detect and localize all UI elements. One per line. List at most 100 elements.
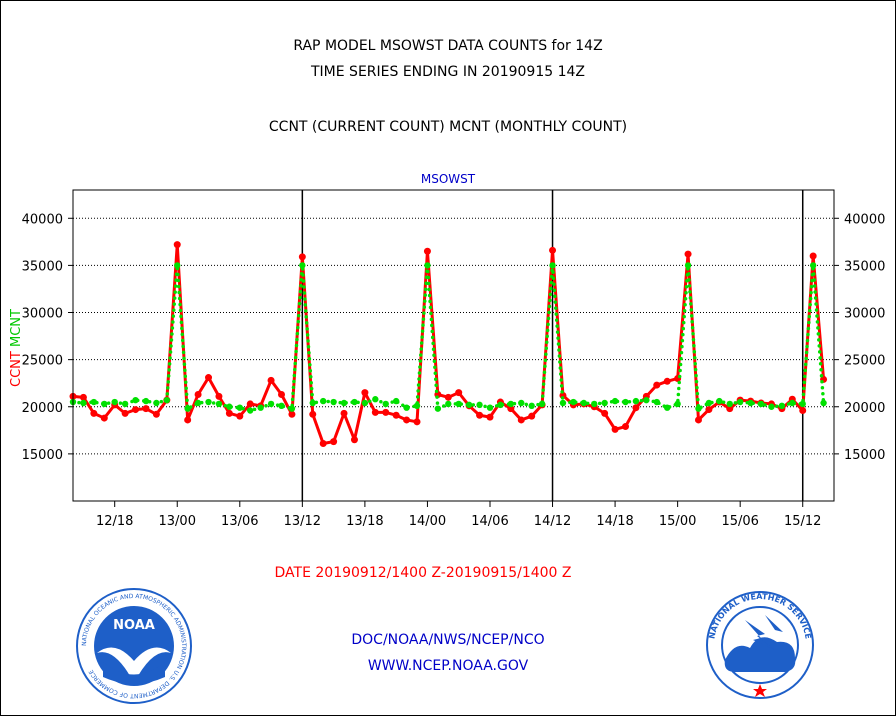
data-point-mcnt (601, 399, 608, 407)
data-point-mcnt (518, 399, 525, 407)
x-tick-label: 13/00 (159, 514, 196, 529)
data-point-mcnt (142, 397, 150, 405)
data-point-ccnt (340, 409, 348, 417)
data-point-mcnt (382, 400, 389, 408)
data-point-mcnt (236, 404, 243, 411)
plot-label: MSOWST (420, 172, 476, 186)
series-line-ccnt (71, 243, 826, 446)
data-point-ccnt (79, 393, 87, 401)
y-tick-label-left: 25000 (22, 354, 63, 369)
data-point-mcnt (768, 403, 775, 410)
data-point-mcnt (716, 397, 723, 405)
data-point-mcnt (267, 400, 275, 408)
data-point-ccnt (184, 416, 192, 424)
data-point-ccnt (694, 416, 702, 424)
data-point-ccnt (726, 405, 734, 413)
data-point-mcnt (184, 405, 191, 412)
data-point-mcnt (215, 400, 223, 408)
series-layer (69, 241, 828, 448)
data-point-mcnt (392, 397, 400, 405)
data-point-ccnt (486, 413, 494, 421)
data-point-ccnt (632, 404, 640, 412)
data-point-mcnt (653, 398, 660, 406)
data-point-ccnt (371, 408, 379, 416)
data-point-ccnt (423, 247, 431, 255)
y-tick-label-left: 20000 (22, 401, 63, 416)
data-point-mcnt (632, 397, 640, 405)
data-point-mcnt (111, 398, 118, 406)
data-point-ccnt (684, 250, 692, 258)
data-point-ccnt (288, 410, 296, 418)
y-axis-label-mcnt: MCNT (9, 309, 24, 347)
x-tick-label: 13/06 (221, 514, 258, 529)
x-tick-label: 14/06 (471, 514, 508, 529)
data-point-ccnt (100, 414, 108, 422)
data-point-mcnt (247, 407, 254, 414)
data-point-ccnt (455, 389, 463, 397)
data-point-mcnt (538, 400, 546, 408)
data-point-mcnt (163, 396, 171, 404)
data-point-mcnt (403, 404, 410, 411)
y-tick-label-right: 20000 (844, 401, 885, 416)
plot-border (72, 189, 835, 502)
data-point-mcnt (591, 400, 598, 408)
data-point-mcnt (455, 400, 462, 408)
x-tick-label: 15/06 (721, 514, 758, 529)
data-point-mcnt (736, 398, 744, 406)
data-point-ccnt (507, 405, 515, 413)
data-point-ccnt (476, 411, 484, 419)
data-point-ccnt (90, 409, 98, 417)
data-point-mcnt (351, 398, 358, 406)
data-point-ccnt (517, 416, 525, 424)
data-point-ccnt (132, 406, 140, 414)
data-point-mcnt (153, 399, 160, 407)
data-point-ccnt (215, 392, 223, 400)
data-point-mcnt (330, 398, 337, 406)
data-point-ccnt (121, 409, 129, 417)
data-point-mcnt (611, 397, 619, 405)
data-point-ccnt (350, 436, 358, 444)
data-point-mcnt (726, 400, 733, 408)
data-point-mcnt (174, 262, 181, 269)
data-point-mcnt (319, 397, 327, 405)
data-point-mcnt (424, 262, 431, 269)
chart-title-line1: RAP MODEL MSOWST DATA COUNTS for 14Z (293, 38, 603, 54)
data-point-ccnt (246, 400, 254, 408)
y-tick-label-left: 40000 (22, 212, 63, 227)
data-point-mcnt (90, 398, 98, 406)
data-point-mcnt (121, 400, 129, 408)
noaa-logo: NOAA NATIONAL OCEANIC AND ATMOSPHERIC AD… (76, 588, 192, 704)
data-point-mcnt (340, 399, 348, 407)
data-point-mcnt (309, 399, 316, 407)
data-point-ccnt (225, 409, 233, 417)
data-point-mcnt (486, 404, 494, 411)
data-point-ccnt (142, 405, 150, 413)
data-point-mcnt (413, 402, 421, 410)
x-tick-label: 12/18 (96, 514, 133, 529)
data-point-mcnt (288, 405, 296, 412)
footer-line2: WWW.NCEP.NOAA.GOV (367, 658, 529, 674)
data-point-mcnt (809, 262, 817, 269)
x-tick-label: 13/12 (284, 514, 321, 529)
data-point-ccnt (705, 406, 713, 414)
nws-logo: NATIONAL WEATHER SERVICE (706, 591, 814, 699)
x-tick-label: 15/12 (784, 514, 821, 529)
footer-line1: DOC/NOAA/NWS/NCEP/NCO (351, 632, 545, 648)
data-point-mcnt (372, 396, 379, 403)
data-point-ccnt (277, 391, 285, 399)
data-point-mcnt (476, 401, 483, 409)
data-point-ccnt (330, 438, 338, 446)
data-point-mcnt (507, 400, 515, 408)
data-point-mcnt (101, 400, 108, 408)
data-point-ccnt (298, 253, 306, 261)
data-point-ccnt (152, 410, 160, 418)
x-axis-label: DATE 20190912/1400 Z-20190915/1400 Z (274, 565, 572, 581)
data-point-mcnt (757, 400, 765, 408)
y-tick-label-right: 30000 (844, 307, 885, 322)
data-point-ccnt (403, 416, 411, 424)
data-point-mcnt (434, 405, 442, 412)
series-line-mcnt (71, 263, 826, 413)
data-point-ccnt (809, 252, 817, 260)
data-point-ccnt (309, 410, 317, 418)
